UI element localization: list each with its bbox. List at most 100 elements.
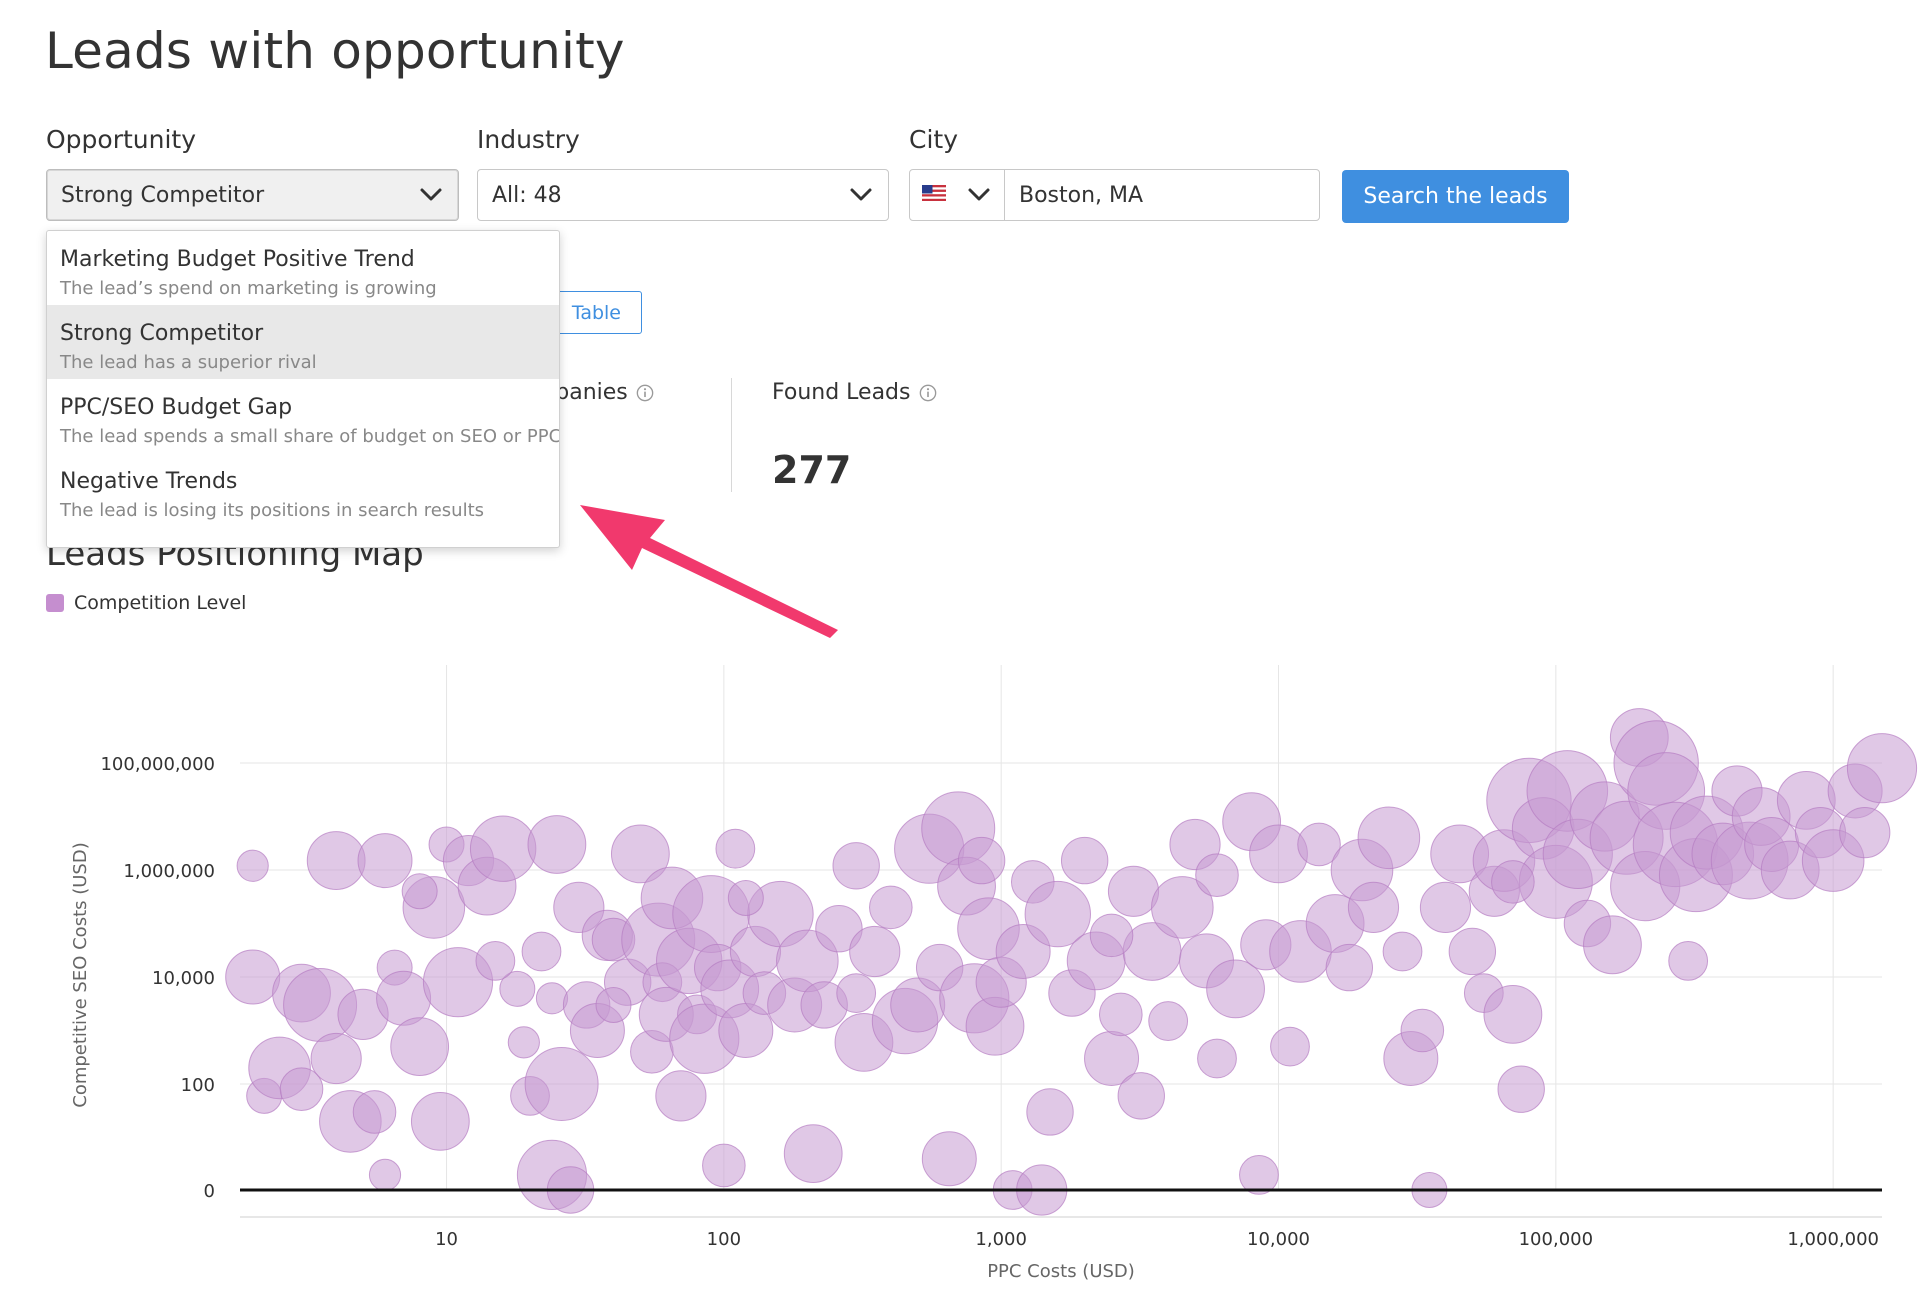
data-bubble	[783, 1124, 843, 1184]
data-bubble	[1249, 824, 1308, 884]
data-bubble	[869, 885, 913, 930]
data-bubble	[1448, 927, 1497, 976]
annotation-arrow-icon	[580, 505, 838, 638]
city-label: City	[909, 125, 958, 154]
dropdown-list: Marketing Budget Positive Trend The lead’…	[47, 231, 559, 527]
country-select[interactable]	[910, 170, 1005, 220]
chevron-down-icon	[966, 182, 992, 208]
dropdown-option-title: Marketing Budget Positive Trend	[60, 247, 415, 272]
data-bubble	[469, 815, 537, 882]
data-bubble	[655, 1070, 707, 1122]
dropdown-option-description: The lead spends a small share of budget …	[60, 426, 560, 447]
city-input[interactable]	[1005, 170, 1319, 220]
y-tick-label: 0	[204, 1181, 215, 1202]
data-bubble	[702, 1143, 746, 1188]
dropdown-option[interactable]: Negative Trends The lead is losing its po…	[47, 453, 559, 527]
data-bubble	[310, 1032, 362, 1085]
dropdown-option-description: The lead has a superior rival	[60, 352, 317, 373]
x-tick-label: 10,000	[1247, 1229, 1310, 1250]
data-bubble	[849, 925, 901, 978]
data-bubble	[410, 1091, 470, 1151]
data-bubble	[1347, 881, 1400, 933]
x-tick-label: 10	[435, 1229, 458, 1250]
industry-select[interactable]: All: 48	[477, 169, 889, 221]
dropdown-option[interactable]: PPC/SEO Budget Gap The lead spends a smal…	[47, 379, 559, 453]
x-axis-title: PPC Costs (USD)	[987, 1261, 1135, 1282]
axes: 0 100 10,000 1,000,000 100,000,000 10 100 1,000…	[70, 754, 1882, 1282]
y-tick-label: 100	[181, 1075, 215, 1096]
chevron-down-icon	[418, 182, 444, 208]
industry-select-value: All: 48	[492, 182, 562, 208]
data-bubble	[1026, 1088, 1074, 1136]
dropdown-option-title: PPC/SEO Budget Gap	[60, 395, 293, 420]
data-bubble	[1117, 1072, 1165, 1120]
data-bubble	[390, 1017, 450, 1077]
opportunity-dropdown-menu: Marketing Budget Positive Trend The lead’…	[46, 230, 560, 548]
data-bubble	[352, 1090, 397, 1134]
dropdown-option-title: Strong Competitor	[60, 321, 264, 346]
data-bubble	[1583, 915, 1642, 975]
found-leads-value: 277	[772, 448, 852, 492]
data-bubble	[1400, 1008, 1445, 1053]
industry-label: Industry	[477, 125, 580, 154]
data-bubble	[475, 940, 516, 981]
data-bubble	[279, 1067, 324, 1111]
y-axis-title: Competitive SEO Costs (USD)	[70, 842, 91, 1108]
x-tick-label: 100,000	[1519, 1229, 1593, 1250]
data-bubble	[1060, 836, 1109, 885]
x-tick-label: 100	[707, 1229, 741, 1250]
opportunity-select-value: Strong Competitor	[61, 182, 265, 208]
data-bubble	[1197, 1038, 1237, 1079]
data-bubble	[1099, 992, 1143, 1037]
data-bubble	[1089, 913, 1134, 958]
data-bubble	[727, 879, 764, 916]
search-leads-button[interactable]: Search the leads	[1342, 170, 1569, 223]
info-icon[interactable]	[919, 384, 937, 402]
info-icon[interactable]	[636, 384, 654, 402]
data-bubble	[306, 831, 366, 890]
data-bubble	[1195, 853, 1239, 897]
opportunity-label: Opportunity	[46, 125, 197, 154]
y-tick-label: 10,000	[152, 968, 215, 989]
data-bubble	[832, 842, 880, 890]
dropdown-option-title: Negative Trends	[60, 469, 238, 494]
scatter-plot: 0 100 10,000 1,000,000 100,000,000 10 100 1,000…	[70, 665, 1918, 1282]
chart-legend: Competition Level	[46, 592, 246, 614]
data-bubble	[836, 973, 877, 1014]
data-bubble	[610, 824, 670, 884]
data-bubble	[524, 1047, 599, 1121]
found-leads-label: Found Leads	[772, 380, 911, 405]
data-bubble	[1206, 959, 1265, 1019]
data-bubble	[236, 849, 269, 882]
data-bubble	[1357, 806, 1421, 870]
data-bubble	[1297, 822, 1341, 867]
y-tick-label: 100,000,000	[100, 754, 215, 775]
data-bubble	[1839, 807, 1891, 859]
data-bubble	[1497, 1065, 1545, 1113]
data-bubble	[376, 970, 432, 1026]
data-bubble	[921, 1131, 977, 1187]
data-bubble	[357, 833, 413, 889]
data-bubble	[1382, 931, 1423, 972]
data-bubble	[1419, 881, 1472, 933]
dropdown-option-description: The lead is losing its positions in sear…	[60, 500, 485, 521]
data-bubble	[535, 982, 569, 1015]
data-bubble	[1151, 876, 1214, 939]
dropdown-option[interactable]: Marketing Budget Positive Trend The lead’…	[47, 231, 559, 305]
dropdown-option-description: The lead’s spend on marketing is growing	[60, 278, 437, 299]
dropdown-option[interactable]: Strong Competitor The lead has a superior…	[47, 305, 559, 379]
x-tick-label: 1,000	[975, 1229, 1027, 1250]
data-bubble	[507, 1026, 540, 1059]
leads-positioning-chart: 0 100 10,000 1,000,000 100,000,000 10 100 1,000…	[0, 655, 1930, 1294]
data-bubble	[1846, 733, 1918, 804]
data-bubble	[368, 1158, 402, 1191]
data-bubble	[521, 931, 562, 972]
data-bubble	[715, 828, 756, 869]
stats-divider	[731, 378, 732, 492]
opportunity-select[interactable]: Strong Competitor	[46, 169, 459, 221]
data-bubble	[225, 949, 281, 1005]
data-bubble	[401, 873, 438, 910]
legend-label: Competition Level	[74, 592, 247, 614]
data-bubble	[422, 947, 494, 1018]
data-bubble	[1668, 940, 1709, 981]
